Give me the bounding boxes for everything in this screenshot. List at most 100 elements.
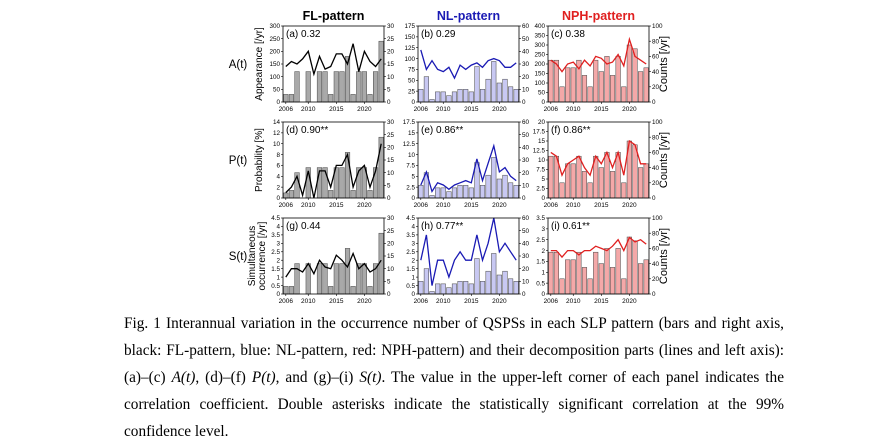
bar-d-2016 [339,167,345,199]
column-title-3: NPH-pattern [562,9,635,23]
right-tick-label-h: 60 [522,215,530,222]
figure-panels: FL-pattern NL-pattern NPH-pattern A(t) Appea… [229,9,670,305]
x-tick-label-c: 2015 [594,106,609,113]
left-tick-label-h: 2 [411,257,415,264]
left-tick-label-e: 2.5 [406,184,415,191]
left-tick-label-h: 4 [411,224,415,231]
bar-f-2012 [581,171,588,199]
x-tick-label-e: 2020 [492,202,507,209]
right-tick-label-g: 15 [387,253,395,260]
bar-g-2018 [350,286,356,295]
left-tick-label-f: 7.5 [536,167,545,174]
right-tick-label-a: 5 [387,87,391,94]
bar-f-2021 [632,144,638,199]
bar-i-2018 [615,248,621,295]
bar-h-2016 [474,258,480,295]
left-tick-label-a: 300 [269,23,280,30]
bar-g-2014 [328,286,334,295]
bar-b-2009 [435,91,441,103]
x-tick-label-h: 2006 [414,298,429,305]
x-tick-label-g: 2015 [329,298,344,305]
left-tick-label-i: 0 [541,291,545,298]
bar-i-2013 [587,278,593,295]
panel-annotation-b: (b) 0.29 [421,29,456,40]
bar-e-2020 [496,178,502,199]
right-tick-label-i: 40 [652,261,660,268]
left-tick-label-f: 10 [538,157,546,164]
left-axis-title-line-2: occurrence [/yr] [257,221,268,290]
left-tick-label-g: 3.5 [271,232,280,239]
right-axis-title-2: Counts [/yr] [658,132,670,188]
right-tick-label-h: 20 [522,266,530,273]
left-tick-label-h: 1.5 [406,266,415,273]
right-tick-label-f: 0 [652,195,656,202]
left-tick-label-h: 1 [411,274,415,281]
bar-f-2023 [643,163,649,199]
left-tick-label-b: 100 [404,56,415,63]
panel-a: 0 50 100 150 200 250 300 0 5 10 15 20 25 30 2006 2010 20… [269,23,394,113]
right-tick-label-d: 10 [387,170,395,177]
right-tick-label-d: 5 [387,183,391,190]
right-tick-label-b: 40 [522,49,530,56]
caption-text-3: , and (g)–(i) [275,369,360,386]
line-e [420,143,517,194]
left-axis-title-text: Probability [%] [254,128,265,192]
bar-e-2014 [463,185,469,199]
panel-i: 0 0.5 1 1.5 2 2.5 3 3.5 0 20 40 60 80 100 2006 2010 2015… [536,215,663,305]
bar-b-2010 [440,91,446,103]
left-tick-label-b: 175 [404,23,415,30]
left-tick-label-h: 0.5 [406,283,415,290]
bar-c-2019 [621,86,627,103]
left-tick-label-d: 2 [276,184,280,191]
x-tick-label-i: 2010 [566,298,581,305]
bar-d-2007 [288,190,294,199]
left-tick-label-h: 0 [411,291,415,298]
left-tick-label-g: 4.5 [271,215,280,222]
bar-f-2011 [576,155,582,199]
bar-d-2017 [344,152,351,199]
x-tick-label-a: 2015 [329,106,344,113]
bar-a-2008 [294,71,300,103]
panel-annotation-c: (c) 0.38 [551,29,585,40]
left-tick-label-c: 350 [534,33,545,40]
left-axis-title-3: Simultaneous occurrence [/yr] [247,221,268,290]
panel-c: 0 50 100 150 200 250 300 350 400 0 20 40 60 80 100 2006… [534,23,663,113]
bar-d-2006 [283,192,289,199]
right-tick-label-e: 20 [522,170,530,177]
bar-g-2012 [316,263,323,295]
bar-c-2010 [570,67,576,103]
column-title-2: NL-pattern [437,9,500,23]
x-tick-label-f: 2006 [544,202,559,209]
left-tick-label-d: 0 [276,195,280,202]
right-tick-label-f: 80 [652,134,660,141]
right-tick-label-e: 40 [522,145,530,152]
bar-b-2019 [491,61,497,103]
bar-i-2009 [565,259,571,295]
left-tick-label-g: 1.5 [271,266,280,273]
bar-f-2008 [559,182,565,199]
right-axis-title-3: Counts [/yr] [658,228,670,284]
left-tick-label-a: 200 [269,49,280,56]
bar-i-2006 [548,251,554,295]
bar-i-2012 [581,267,588,295]
bar-a-2012 [316,71,323,103]
bar-h-2018 [485,270,491,295]
bar-a-2018 [350,94,356,103]
left-tick-label-e: 5 [411,173,415,180]
row-label-1: A(t) [229,59,248,71]
left-tick-label-c: 0 [541,99,545,106]
left-tick-label-c: 400 [534,23,545,30]
bar-d-2021 [367,190,373,199]
panel-d: 0 2 4 6 8 10 12 14 0 5 10 15 20 25 30 2006 2010 2015 2020 (… [273,119,395,209]
bar-b-2018 [485,78,491,103]
right-tick-label-c: 60 [652,54,660,61]
left-tick-label-a: 250 [269,36,280,43]
bar-f-2009 [565,163,571,199]
bar-h-2023 [513,281,519,295]
x-tick-label-g: 2010 [301,298,316,305]
left-tick-label-g: 0 [276,291,280,298]
x-tick-label-e: 2015 [464,202,479,209]
bar-c-2017 [609,75,616,103]
bar-h-2013 [457,281,463,295]
